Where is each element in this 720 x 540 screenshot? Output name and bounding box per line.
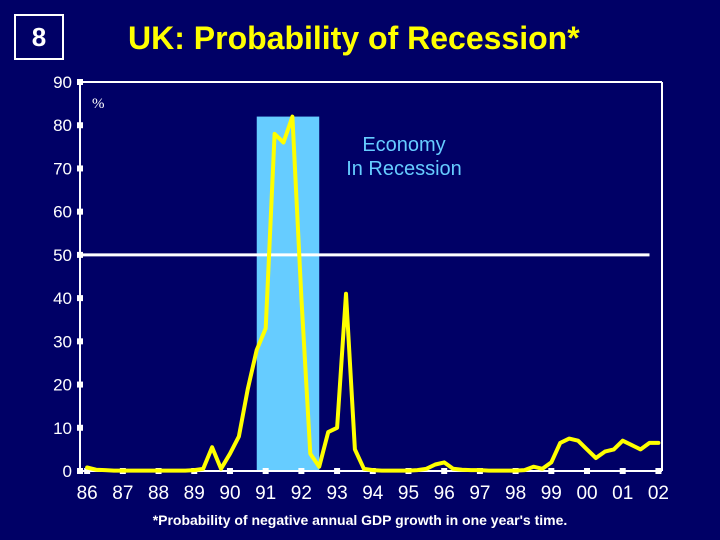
- x-tick: [441, 468, 448, 474]
- x-tick: [298, 468, 305, 474]
- x-tick: [84, 468, 91, 474]
- x-tick-label: 90: [219, 483, 240, 504]
- y-tick: [77, 165, 83, 172]
- y-tick-label: 70: [53, 159, 72, 178]
- y-tick-label: 0: [63, 462, 72, 481]
- y-tick-label: 80: [53, 116, 72, 135]
- y-tick-label: 10: [53, 419, 72, 438]
- slide-number: 8: [14, 14, 64, 60]
- x-tick-label: 94: [362, 483, 384, 504]
- y-tick-label: 90: [53, 73, 72, 92]
- y-tick: [77, 208, 83, 215]
- x-tick-label: 96: [434, 483, 455, 504]
- x-tick-label: 91: [255, 483, 276, 504]
- y-tick-label: 60: [53, 203, 72, 222]
- y-tick: [77, 338, 83, 345]
- x-tick-label: 88: [148, 483, 169, 504]
- y-tick-label: 20: [53, 376, 72, 395]
- x-tick: [619, 468, 626, 474]
- slide-title: UK: Probability of Recession*: [128, 20, 580, 56]
- y-tick: [77, 468, 83, 474]
- y-tick-label: 30: [53, 332, 72, 351]
- y-tick: [77, 122, 83, 129]
- x-tick-label: 92: [291, 483, 312, 504]
- y-tick-label: 40: [53, 289, 72, 308]
- x-tick-label: 00: [576, 483, 597, 504]
- recession-label-line1: Economy: [362, 134, 445, 156]
- x-tick-label: 99: [541, 483, 562, 504]
- y-tick: [77, 424, 83, 431]
- x-tick: [334, 468, 341, 474]
- y-tick: [77, 381, 83, 388]
- x-tick-label: 01: [612, 483, 633, 504]
- x-tick: [584, 468, 591, 474]
- recession-label-line2: In Recession: [346, 158, 462, 180]
- chart-footnote: *Probability of negative annual GDP grow…: [152, 512, 568, 528]
- x-tick: [655, 468, 662, 474]
- x-tick: [548, 468, 555, 474]
- x-tick-label: 95: [398, 483, 419, 504]
- x-tick: [226, 468, 233, 474]
- x-tick-label: 87: [112, 483, 133, 504]
- y-axis-unit-label: %: [92, 96, 105, 112]
- x-tick-label: 97: [469, 483, 490, 504]
- y-tick: [77, 295, 83, 302]
- x-tick-label: 93: [327, 483, 348, 504]
- y-tick-label: 50: [53, 246, 72, 265]
- y-tick: [77, 251, 83, 258]
- x-tick: [262, 468, 269, 474]
- x-tick-label: 98: [505, 483, 526, 504]
- x-tick-label: 86: [77, 483, 98, 504]
- x-tick-label: 02: [648, 483, 669, 504]
- x-tick-label: 89: [184, 483, 205, 504]
- y-tick: [77, 79, 83, 85]
